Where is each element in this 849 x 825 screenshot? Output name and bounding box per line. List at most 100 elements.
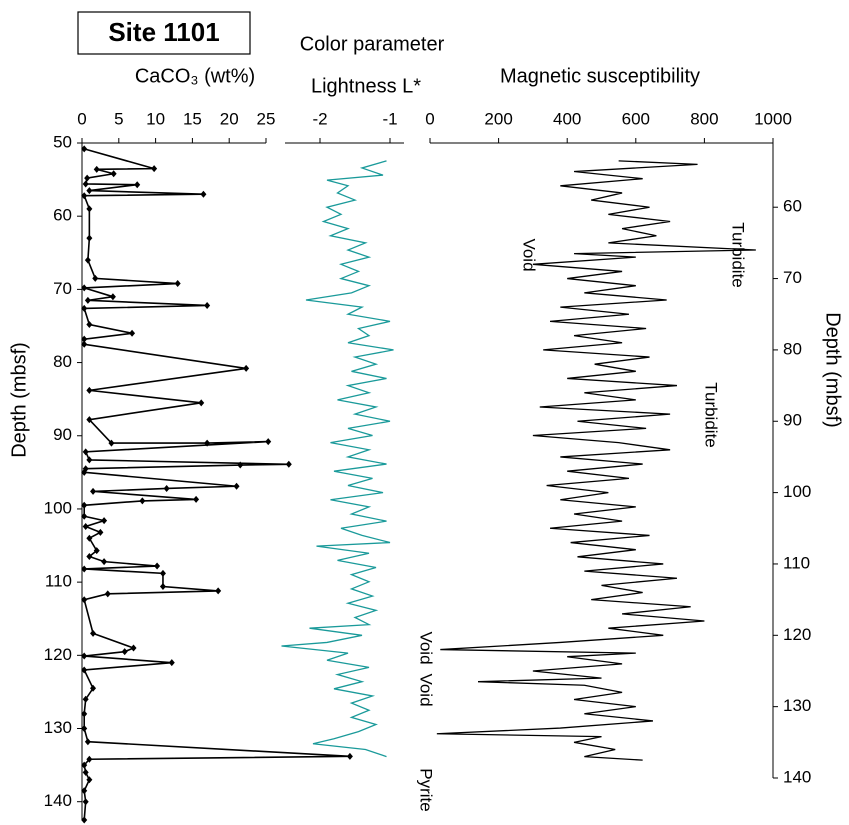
point xyxy=(139,497,146,505)
point xyxy=(237,461,244,469)
point xyxy=(198,399,205,407)
x-tick-label: 0 xyxy=(425,109,434,128)
point xyxy=(86,187,93,195)
point xyxy=(82,523,89,531)
point xyxy=(93,165,100,173)
point xyxy=(108,439,115,447)
point xyxy=(104,590,111,598)
point xyxy=(84,738,91,746)
annotation: Void xyxy=(520,238,539,271)
point xyxy=(97,528,104,536)
point xyxy=(81,725,88,733)
x-tick-label: 1000 xyxy=(754,109,792,128)
point xyxy=(200,190,207,198)
point xyxy=(265,438,272,446)
x-tick-label: 800 xyxy=(690,109,718,128)
point xyxy=(82,798,89,806)
point xyxy=(121,648,128,656)
point xyxy=(90,629,97,637)
point xyxy=(81,787,88,795)
point xyxy=(174,280,181,288)
x-tick-label: 20 xyxy=(220,109,239,128)
point xyxy=(110,170,117,178)
point xyxy=(204,439,211,447)
point xyxy=(86,386,93,394)
y-tick-label: 80 xyxy=(53,352,72,371)
annotation: Turbidite xyxy=(729,222,748,288)
point xyxy=(81,340,88,348)
x-axis-label: CaCO₃ (wt%) xyxy=(135,65,255,87)
point xyxy=(81,192,88,200)
x-tick-label: 15 xyxy=(183,109,202,128)
x-tick-label: -2 xyxy=(312,109,327,128)
panel-title: Color parameter xyxy=(300,33,445,55)
point xyxy=(86,234,93,242)
title-box xyxy=(77,11,251,55)
point xyxy=(82,448,89,456)
profile-line xyxy=(281,160,394,758)
point xyxy=(81,666,88,674)
annotation: Void xyxy=(417,631,436,664)
point xyxy=(92,274,99,282)
point xyxy=(109,293,116,301)
point xyxy=(285,460,292,468)
y-tick-label: 100 xyxy=(44,498,72,517)
y-tick-label: 90 xyxy=(53,425,72,444)
point xyxy=(81,304,88,312)
point xyxy=(101,558,108,566)
y-tick-label: 110 xyxy=(45,572,72,591)
point xyxy=(81,652,88,660)
point xyxy=(86,321,93,329)
point xyxy=(82,768,89,776)
profile-line xyxy=(82,148,350,821)
x-axis-label: Lightness L* xyxy=(311,75,421,97)
x-tick-label: 25 xyxy=(257,109,276,128)
point xyxy=(84,296,91,304)
y-tick-label: 100 xyxy=(783,482,811,501)
y-axis-label: Depth (mbsf) xyxy=(8,342,30,458)
x-tick-label: 400 xyxy=(553,109,581,128)
point xyxy=(129,329,136,337)
point xyxy=(90,684,97,692)
point xyxy=(81,816,88,824)
point xyxy=(168,659,175,667)
annotation: Turbidite xyxy=(702,382,721,448)
point xyxy=(130,644,137,652)
y-tick-label: 140 xyxy=(783,767,811,786)
annotation: Pyrite xyxy=(417,768,436,811)
point xyxy=(163,484,170,492)
point xyxy=(86,416,93,424)
point xyxy=(81,335,88,343)
x-tick-label: 10 xyxy=(146,109,165,128)
annotation: Void xyxy=(417,673,436,706)
y-tick-label: 70 xyxy=(53,279,72,298)
point xyxy=(82,180,89,188)
y-tick-label: 60 xyxy=(53,206,72,225)
x-tick-label: -1 xyxy=(382,109,397,128)
point xyxy=(81,145,88,153)
x-tick-label: 200 xyxy=(484,109,512,128)
y-tick-label: 70 xyxy=(783,268,802,287)
y-tick-label: 90 xyxy=(783,411,802,430)
point xyxy=(81,710,88,718)
point xyxy=(243,364,250,372)
point xyxy=(86,553,93,561)
point xyxy=(81,284,88,292)
point xyxy=(86,755,93,763)
y-tick-label: 50 xyxy=(53,132,72,151)
point xyxy=(86,456,93,464)
y-axis-label: Depth (mbsf) xyxy=(822,312,844,428)
point xyxy=(84,256,91,264)
y-tick-label: 130 xyxy=(783,696,811,715)
point xyxy=(82,695,89,703)
point xyxy=(81,596,88,604)
chart-title: Site 1101 xyxy=(108,17,219,47)
point xyxy=(81,565,88,573)
point xyxy=(81,512,88,520)
x-tick-label: 600 xyxy=(622,109,650,128)
point xyxy=(81,468,88,476)
x-tick-label: 0 xyxy=(77,109,86,128)
y-tick-label: 80 xyxy=(783,339,802,358)
point xyxy=(101,517,108,525)
